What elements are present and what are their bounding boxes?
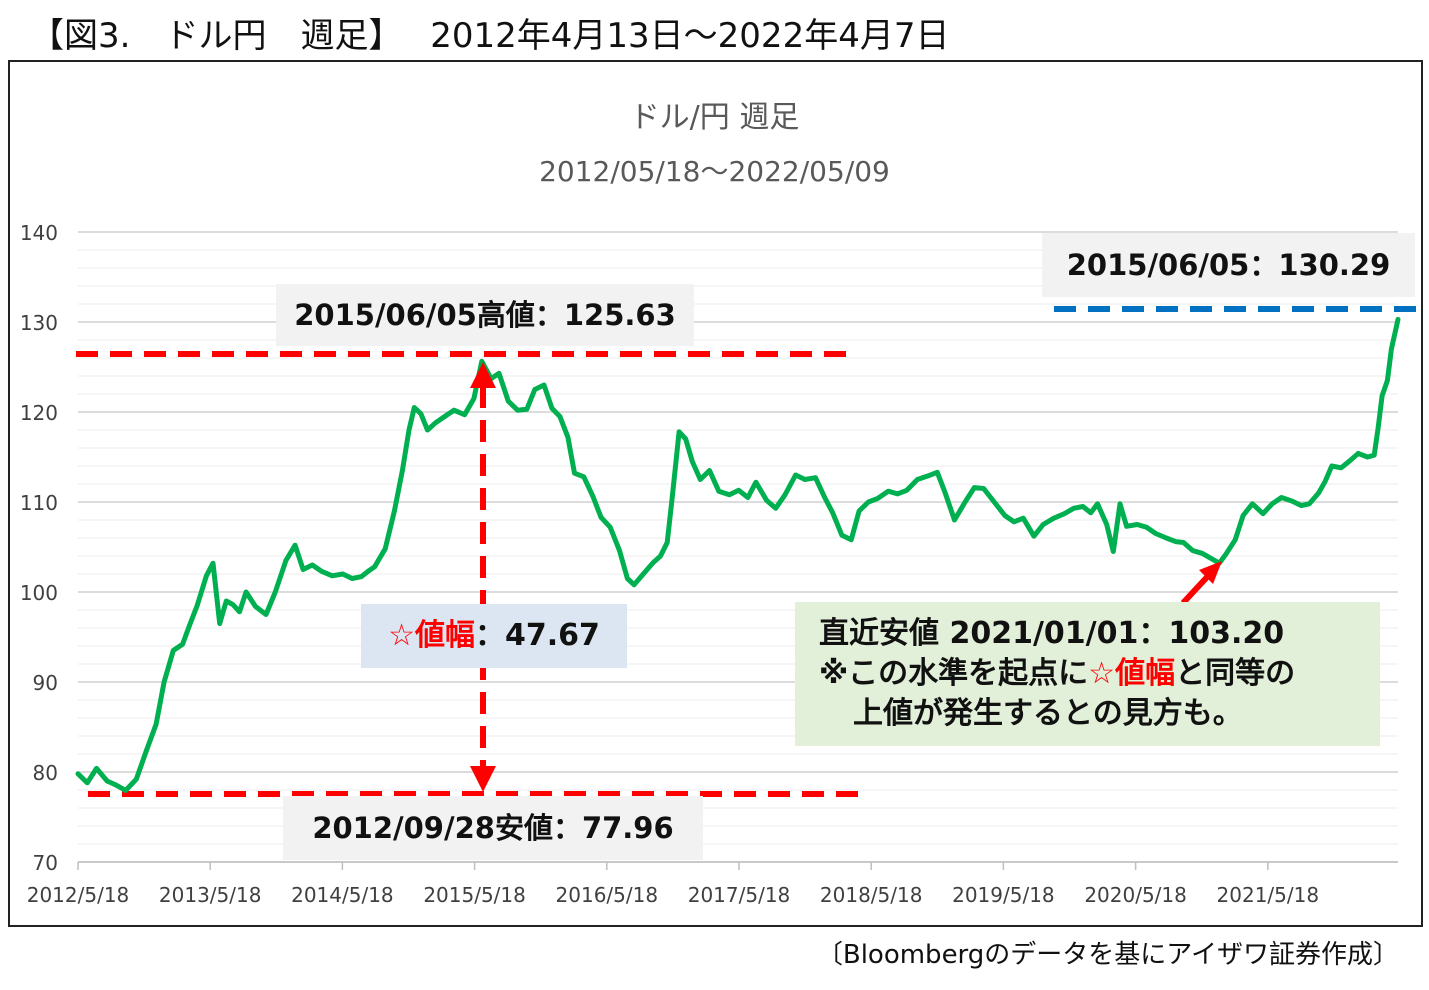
note-line-2-post: と同等の [1175,656,1296,691]
y-tick-label: 100 [20,581,58,605]
low-pointer-arrow-shaft [1180,573,1211,606]
note-line-2-pre: ※この水準を起点に [819,656,1089,691]
note-line-2-red: ☆値幅 [1088,656,1176,691]
figure-header: 【図3. ドル円 週足】 2012年4月13日～2022年4月7日 [30,16,950,56]
y-tick-label: 80 [33,761,58,785]
low-label: 2012/09/28安値：77.96 [283,796,703,860]
x-tick-label: 2021/5/18 [1217,883,1320,907]
note-line-3: 上値が発生するとの見方も。 [853,696,1243,731]
chart-title: ドル/円 週足 [629,100,800,135]
series-layer [75,316,1401,793]
range-arrow-down-head [470,766,496,792]
x-tick-label: 2014/5/18 [291,883,394,907]
note-box: 直近安値 2021/01/01：103.20 ※この水準を起点に☆値幅と同等の … [795,602,1380,746]
range-value-text: ：47.67 [475,618,600,653]
high-label: 2015/06/05高値：125.63 [276,284,694,346]
y-tick-label: 120 [20,401,58,425]
note-line-2: ※この水準を起点に☆値幅と同等の [795,654,1380,694]
y-tick-label: 110 [20,491,58,515]
x-tick-label: 2018/5/18 [820,883,923,907]
x-tick-label: 2015/5/18 [423,883,526,907]
y-tick-label: 90 [33,671,58,695]
usdjpy-series-line [75,316,1401,793]
y-tick-label: 140 [20,221,58,245]
chart-frame [8,60,1423,927]
x-tick-label: 2012/5/18 [27,883,130,907]
axis-layer: 140 130 120 110 100 90 80 70 2012/5/18 2013/5/18 2… [20,221,1398,907]
x-tick-label: 2016/5/18 [556,883,659,907]
y-tick-label: 70 [33,851,58,875]
low-pointer-arrow-head [1199,561,1222,584]
range-arrow-up-head [470,362,496,388]
range-star-text: ☆値幅 [388,618,475,653]
x-tick-label: 2020/5/18 [1084,883,1187,907]
x-tick-label: 2019/5/18 [952,883,1055,907]
x-tick-label: 2017/5/18 [688,883,791,907]
chart-subtitle: 2012/05/18～2022/05/09 [539,155,890,188]
x-tick-label: 2013/5/18 [159,883,262,907]
source-note: 〔Bloombergのデータを基にアイザワ証券作成〕 [816,940,1399,970]
range-label: ☆値幅：47.67 [361,604,627,668]
latest-label: 2015/06/05：130.29 [1042,233,1415,297]
y-tick-label: 130 [20,311,58,335]
note-line-1: 直近安値 2021/01/01：103.20 [819,616,1285,651]
reference-lines [76,306,1416,797]
